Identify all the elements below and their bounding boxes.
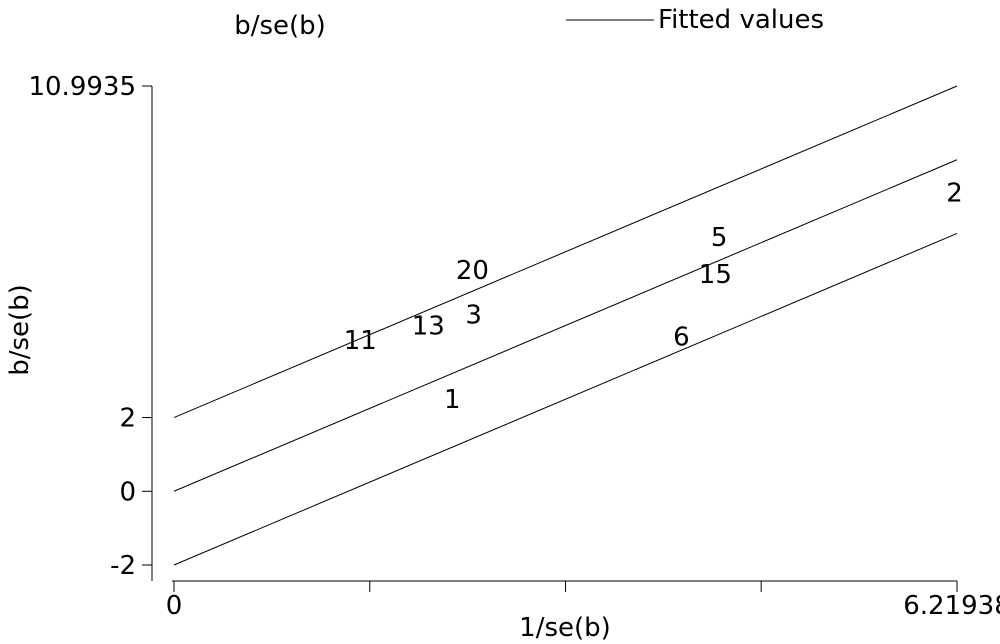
fitted-line: [173, 85, 958, 419]
point-label-3: 3: [465, 300, 482, 330]
legend-title: b/se(b): [234, 11, 326, 41]
x-ticks: 0 6.21938: [166, 581, 1000, 621]
point-label-1: 1: [444, 385, 461, 415]
point-labels: 1 2 3 5 6 11 13 15 20: [344, 179, 963, 415]
fitted-line: [173, 233, 958, 566]
y-ticks: -2 0 2 10.9935: [28, 72, 152, 581]
point-label-2: 2: [946, 179, 963, 209]
legend-entry-fitted-values: Fitted values: [658, 5, 824, 35]
fitted-line: [173, 159, 958, 492]
y-tick-label: 2: [119, 404, 136, 434]
x-axis-label: 1/se(b): [519, 613, 611, 643]
point-label-13: 13: [412, 311, 445, 341]
axes: [151, 86, 957, 582]
y-tick-label: -2: [110, 551, 136, 581]
fitted-lines: [173, 85, 958, 566]
x-tick-label: 6.21938: [903, 591, 1000, 621]
legend: b/se(b) Fitted values: [234, 5, 824, 41]
y-tick-label: 10.9935: [28, 72, 136, 102]
point-label-6: 6: [673, 322, 690, 352]
point-label-5: 5: [711, 223, 728, 253]
point-label-15: 15: [699, 260, 732, 290]
point-label-20: 20: [456, 256, 489, 286]
x-tick-label: 0: [166, 591, 183, 621]
y-tick-label: 0: [119, 477, 136, 507]
point-label-11: 11: [344, 326, 377, 356]
y-axis-label: b/se(b): [5, 284, 35, 376]
